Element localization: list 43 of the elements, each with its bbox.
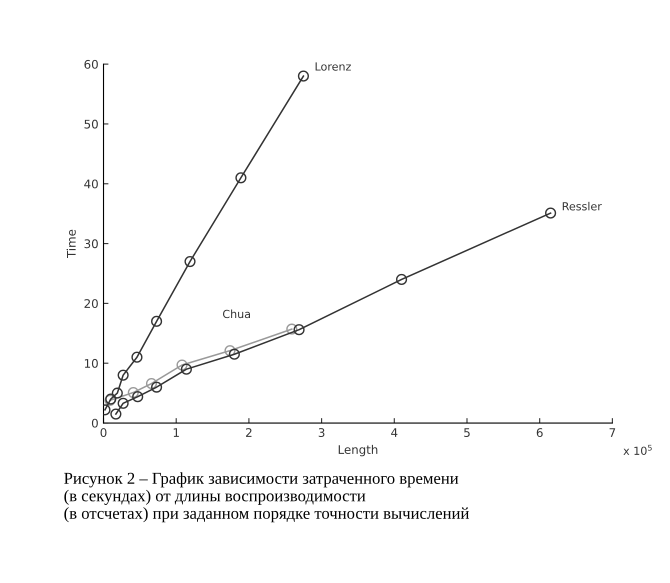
point	[110, 408, 122, 420]
point	[396, 274, 408, 286]
x-tick-label: 0	[100, 428, 106, 438]
point	[224, 345, 236, 356]
point	[294, 324, 305, 336]
point	[151, 382, 162, 393]
point	[180, 364, 192, 375]
point	[184, 256, 196, 268]
point	[235, 172, 246, 184]
point	[146, 378, 158, 390]
point	[298, 70, 309, 82]
x-tick-label: 5	[464, 428, 470, 438]
point	[228, 348, 240, 360]
point	[176, 359, 188, 371]
y-tick-label: 10	[84, 358, 98, 368]
text: Рисунок 2 – График зависимости затраченного времени (в секундах) от длины воспроизводимости (в отсчетах) при заданном порядке точности вычислений	[64, 472, 469, 522]
x-tick-label: 3	[318, 428, 324, 438]
x-tick-label: 6	[536, 428, 543, 438]
y-tick-label: 20	[84, 299, 98, 308]
x-tick-label: 1	[174, 428, 179, 437]
point	[118, 370, 129, 381]
y-tick-label: 60	[84, 60, 98, 69]
series-label: Ressler	[562, 202, 602, 210]
y-tick-label: 50	[84, 120, 98, 129]
point	[545, 208, 556, 219]
x-tick-label: 7	[610, 428, 616, 437]
point	[286, 324, 298, 335]
point	[128, 386, 139, 398]
point	[118, 398, 129, 409]
x-tick-label: 4	[391, 428, 398, 437]
y-tick-label: 40	[84, 179, 98, 188]
x-tick-label: 2	[246, 428, 252, 437]
y-axis-title: Time	[66, 230, 76, 258]
point	[131, 352, 143, 363]
point	[132, 391, 144, 402]
x-axis-title: Length	[338, 444, 378, 456]
text: x 10$^{5}$	[623, 444, 652, 455]
text: Chua	[222, 310, 250, 318]
point	[112, 388, 123, 399]
y-tick-label: 0	[92, 418, 98, 428]
y-tick-label: 30	[84, 239, 98, 248]
series-label: Lorenz	[316, 62, 351, 71]
point	[151, 316, 162, 327]
